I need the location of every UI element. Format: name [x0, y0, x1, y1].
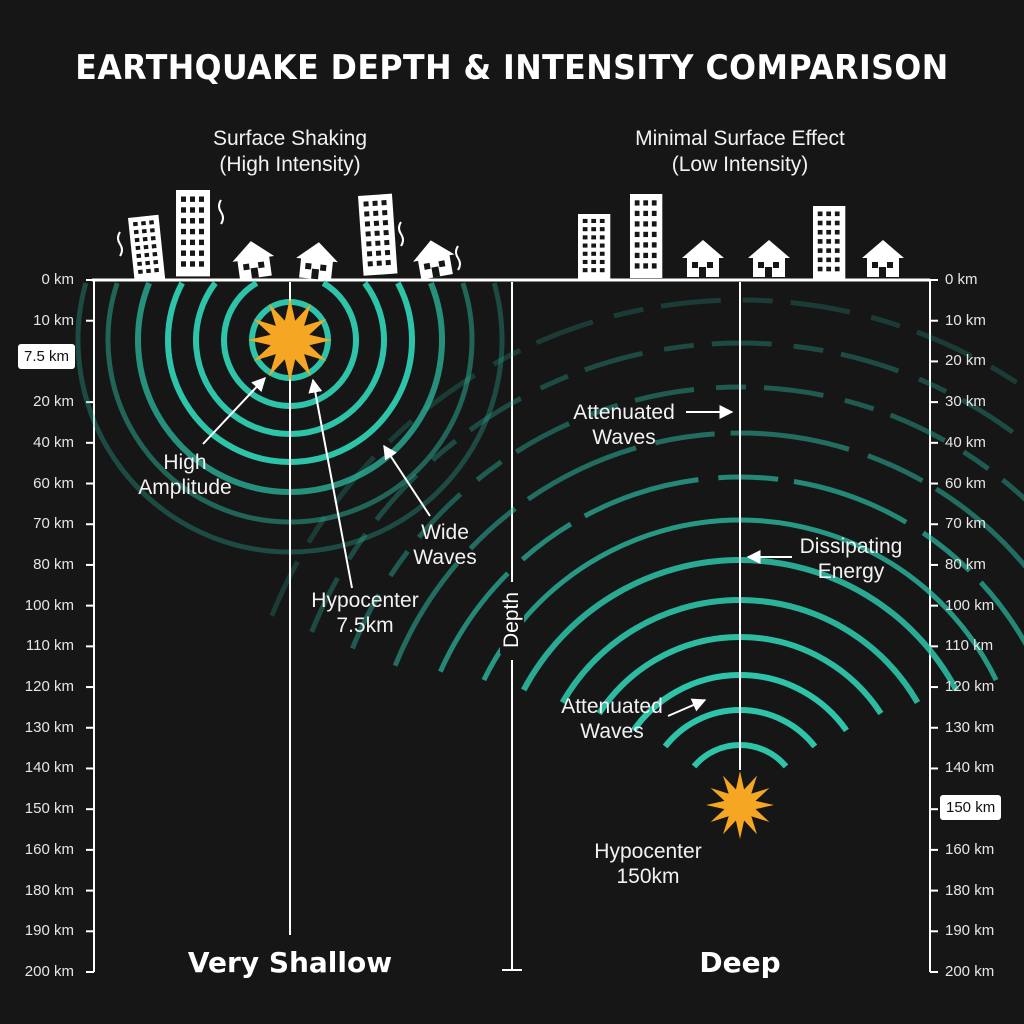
damaged-house-icon	[294, 240, 340, 282]
left-scale-label: 190 km	[24, 922, 74, 940]
shallow-hypocenter-note: Hypocenter 7.5km	[290, 588, 440, 638]
note-line: Attenuated	[561, 695, 663, 718]
high-amplitude-note: High Amplitude	[120, 450, 250, 500]
left-scale-label: 60 km	[33, 474, 74, 492]
right-scale-ticks	[930, 279, 938, 973]
wide-waves-note: Wide Waves	[400, 520, 490, 570]
note-line: Hypocenter	[311, 589, 419, 612]
right-scale-label: 20 km	[945, 352, 986, 370]
deep-hypocenter-star-icon	[706, 771, 774, 839]
center-depth-axis	[502, 282, 522, 971]
note-line: Wide	[421, 521, 469, 544]
right-scale-label: 190 km	[945, 922, 995, 940]
diagram-title: EARTHQUAKE DEPTH & INTENSITY COMPARISON	[75, 48, 949, 88]
right-scale-label: 130 km	[945, 718, 995, 736]
house-icon	[682, 240, 724, 277]
left-scale-label: 180 km	[24, 881, 74, 899]
right-caption-line2: (Low Intensity)	[671, 153, 809, 176]
left-scale-label: 20 km	[33, 393, 74, 411]
right-scale-label: 40 km	[945, 433, 986, 451]
left-scale-label: 100 km	[24, 596, 74, 614]
right-scale-label: 140 km	[945, 759, 995, 777]
left-scale-label: 0 km	[41, 271, 74, 288]
left-caption-line2: (High Intensity)	[219, 153, 361, 176]
left-scale-label: 160 km	[24, 840, 74, 858]
note-line: Waves	[580, 720, 644, 743]
building-icon	[630, 194, 663, 278]
left-scale-label: 10 km	[33, 311, 74, 329]
damaged-house-icon	[410, 236, 458, 281]
attenuated-waves-top-note: Attenuated Waves	[564, 400, 684, 450]
note-line: 7.5km	[336, 614, 394, 637]
left-scale-label: 130 km	[24, 718, 74, 736]
right-scale-label: 100 km	[945, 596, 995, 614]
right-scale-label: 120 km	[945, 678, 995, 696]
tall-building-icon	[176, 190, 210, 277]
left-scale-ticks	[86, 279, 94, 973]
amplitude-arrow	[202, 376, 266, 445]
note-line: Waves	[592, 426, 656, 449]
deep-wave-arc	[269, 297, 1024, 617]
note-line: Hypocenter	[594, 840, 702, 863]
note-line: Amplitude	[138, 476, 232, 499]
left-scale-label: 110 km	[25, 637, 74, 655]
note-line: Energy	[817, 560, 885, 583]
right-scale-label: 80 km	[945, 555, 986, 573]
shaking-buildings	[117, 190, 461, 282]
hypocenter-arrow	[308, 378, 353, 589]
left-caption: Surface Shaking (High Intensity)	[170, 126, 410, 178]
dissipating-energy-note: Dissipating Energy	[790, 534, 912, 584]
house-icon	[748, 240, 790, 277]
note-line: 150km	[616, 865, 680, 888]
shallow-depth-callout: 7.5 km	[18, 344, 76, 369]
left-scale-label: 80 km	[33, 555, 74, 573]
shallow-label: Very Shallow	[187, 946, 393, 979]
wide-waves-arrow	[383, 444, 431, 517]
left-scale-label: 150 km	[24, 800, 74, 818]
calm-buildings	[578, 194, 904, 280]
right-scale-label: 200 km	[945, 963, 995, 980]
left-scale-label: 70 km	[33, 515, 74, 533]
right-scale-label: 30 km	[945, 393, 986, 411]
note-line: Dissipating	[799, 535, 903, 558]
right-scale-label: 10 km	[945, 311, 986, 329]
note-line: High	[163, 451, 207, 474]
right-scale-label: 110 km	[945, 637, 994, 655]
left-caption-line1: Surface Shaking	[212, 127, 368, 150]
shallow-hypocenter-star-icon	[248, 298, 332, 382]
right-scale-label: 70 km	[945, 515, 986, 533]
deep-label: Deep	[699, 946, 781, 979]
attenuated-waves-bottom-note: Attenuated Waves	[552, 694, 672, 744]
left-scale-label: 140 km	[24, 759, 74, 777]
right-caption: Minimal Surface Effect (Low Intensity)	[610, 126, 870, 178]
tilted-building-icon	[128, 214, 166, 282]
left-scale-label: 40 km	[33, 433, 74, 451]
deep-depth-callout: 150 km	[940, 795, 1002, 820]
building-icon	[578, 214, 611, 280]
left-scale-label: 120 km	[24, 678, 74, 696]
damaged-house-icon	[230, 238, 277, 281]
center-depth-label: Depth	[500, 585, 524, 655]
deep-wave-arc	[438, 474, 1024, 673]
right-scale-label: 180 km	[945, 881, 995, 899]
note-line: Waves	[413, 546, 477, 569]
right-scale-label: 0 km	[945, 271, 978, 288]
right-scale-label: 60 km	[945, 474, 986, 492]
shake-lines-icon	[117, 199, 461, 271]
right-scale-label: 160 km	[945, 840, 995, 858]
attenuated-bottom-arrow	[667, 698, 707, 717]
left-scale-label: 200 km	[24, 963, 74, 980]
house-icon	[862, 240, 904, 277]
building-icon	[813, 206, 846, 280]
right-caption-line1: Minimal Surface Effect	[635, 127, 845, 150]
tall-building-icon	[358, 193, 398, 276]
deep-hypocenter-note: Hypocenter 150km	[578, 839, 718, 889]
note-line: Attenuated	[573, 401, 675, 424]
